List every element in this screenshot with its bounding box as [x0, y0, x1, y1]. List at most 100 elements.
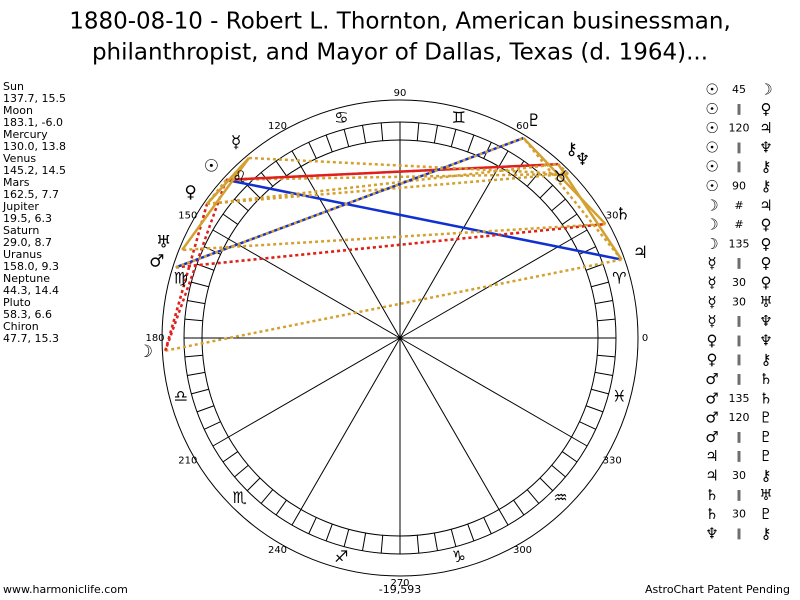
ring-tick	[191, 281, 209, 288]
aspect-type: 90	[732, 180, 746, 193]
spoke	[399, 238, 572, 339]
planet-coords: 44.3, 14.4	[3, 284, 59, 297]
degree-label: 120	[268, 121, 287, 132]
aspect-planet: ☿	[707, 293, 716, 311]
planet-coords: 137.7, 15.5	[3, 92, 66, 105]
planet-name: Moon	[3, 104, 33, 117]
ring-tick	[275, 160, 287, 177]
planet-glyph: ♅	[156, 232, 171, 252]
zodiac-sign: ♐	[334, 547, 348, 566]
aspect-type: ∥	[736, 488, 742, 501]
ring-tick	[222, 451, 239, 463]
ring-tick	[212, 229, 229, 240]
aspect-planet: ⚷	[761, 467, 772, 485]
planet-glyph: ⚷	[565, 139, 577, 159]
aspect-line	[557, 163, 570, 175]
spoke	[399, 337, 500, 510]
ring-tick	[260, 172, 274, 187]
zodiac-sign: ♌	[232, 167, 246, 186]
aspect-line	[248, 156, 569, 176]
degree-label: 60	[516, 121, 529, 132]
ring-tick	[579, 246, 596, 255]
aspect-type: ∥	[736, 527, 742, 540]
planet-name: Saturn	[3, 224, 39, 237]
ring-tick	[308, 517, 317, 534]
ring-tick	[450, 129, 457, 147]
aspect-planet: ☽	[705, 235, 718, 253]
degree-label: 90	[394, 88, 407, 99]
center-value: -19,593	[379, 583, 421, 596]
aspect-planet: ☉	[705, 158, 718, 176]
ring-tick	[291, 509, 302, 526]
ring-tick	[539, 184, 554, 199]
ring-tick	[380, 122, 384, 141]
ring-tick	[579, 421, 596, 430]
aspect-planet: ☉	[705, 177, 718, 195]
ring-tick	[416, 122, 420, 141]
degree-label: 30	[606, 211, 619, 222]
ring-tick	[325, 134, 333, 153]
degree-label: 240	[268, 545, 287, 556]
ring-tick	[234, 464, 249, 478]
aspect-planet: ♇	[759, 409, 772, 427]
ring-tick	[450, 529, 457, 547]
aspect-planet: ☉	[705, 119, 718, 137]
aspect-type: ∥	[736, 315, 742, 328]
ring-tick	[187, 371, 206, 377]
ring-tick	[212, 436, 229, 447]
ring-tick	[526, 489, 540, 504]
planet-coords: 29.0, 8.7	[3, 236, 52, 249]
aspect-type: ∥	[736, 450, 742, 463]
aspect-type: 30	[732, 469, 746, 482]
ring-tick	[184, 318, 203, 322]
patent-notice: AstroChart Patent Pending	[645, 583, 790, 596]
aspect-type: ∥	[736, 373, 742, 386]
aspect-line	[522, 137, 607, 225]
title-line: philanthropist, and Mayor of Dallas, Tex…	[92, 40, 708, 66]
ring-tick	[561, 451, 578, 463]
planet-glyph: ☿	[231, 133, 241, 153]
aspect-planet: ♃	[705, 467, 718, 485]
planet-name: Mars	[3, 176, 30, 189]
ring-tick	[361, 532, 367, 551]
zodiac-sign: ♊	[452, 108, 466, 127]
spoke	[300, 337, 401, 510]
degree-label: 270	[390, 578, 409, 589]
ring-tick	[585, 405, 604, 413]
planet-coords: 47.7, 15.3	[3, 332, 59, 345]
planet-coords: 145.2, 14.5	[3, 164, 66, 177]
planet-glyph: ♂	[149, 251, 164, 271]
aspect-type: 135	[729, 392, 750, 405]
ring-tick	[467, 134, 475, 153]
aspect-planet: ⚷	[761, 158, 772, 176]
ring-tick	[433, 125, 439, 144]
aspect-type: ∥	[736, 160, 742, 173]
aspect-planet: ☿	[707, 254, 716, 272]
aspect-type: 30	[732, 508, 746, 521]
spoke	[228, 238, 401, 339]
planet-name: Chiron	[3, 320, 39, 333]
aspect-type: 45	[732, 83, 746, 96]
aspect-planet: ♄	[705, 486, 718, 504]
aspect-planet: ☽	[759, 81, 772, 99]
planet-glyph: ☉	[204, 156, 219, 176]
aspect-line	[182, 222, 606, 252]
aspect-planet: ⚷	[761, 177, 772, 195]
aspect-type: #	[734, 218, 743, 231]
aspect-planet: ♀	[707, 331, 718, 349]
ring-tick	[275, 499, 287, 516]
aspect-planet: ♃	[759, 119, 772, 137]
ring-tick	[234, 198, 249, 212]
ring-tick	[483, 517, 492, 534]
aspect-planet: ♂	[705, 409, 718, 427]
degree-label: 330	[603, 456, 622, 467]
ring-tick	[260, 489, 274, 504]
zodiac-sign: ♓	[612, 386, 626, 405]
degree-label: 0	[642, 333, 648, 344]
aspect-planet: ♀	[761, 100, 772, 118]
ring-tick	[196, 405, 215, 413]
aspect-type: ∥	[736, 430, 742, 443]
zodiac-sign: ♍	[174, 269, 188, 288]
aspect-planet: ☉	[705, 138, 718, 156]
ring-tick	[561, 213, 578, 225]
